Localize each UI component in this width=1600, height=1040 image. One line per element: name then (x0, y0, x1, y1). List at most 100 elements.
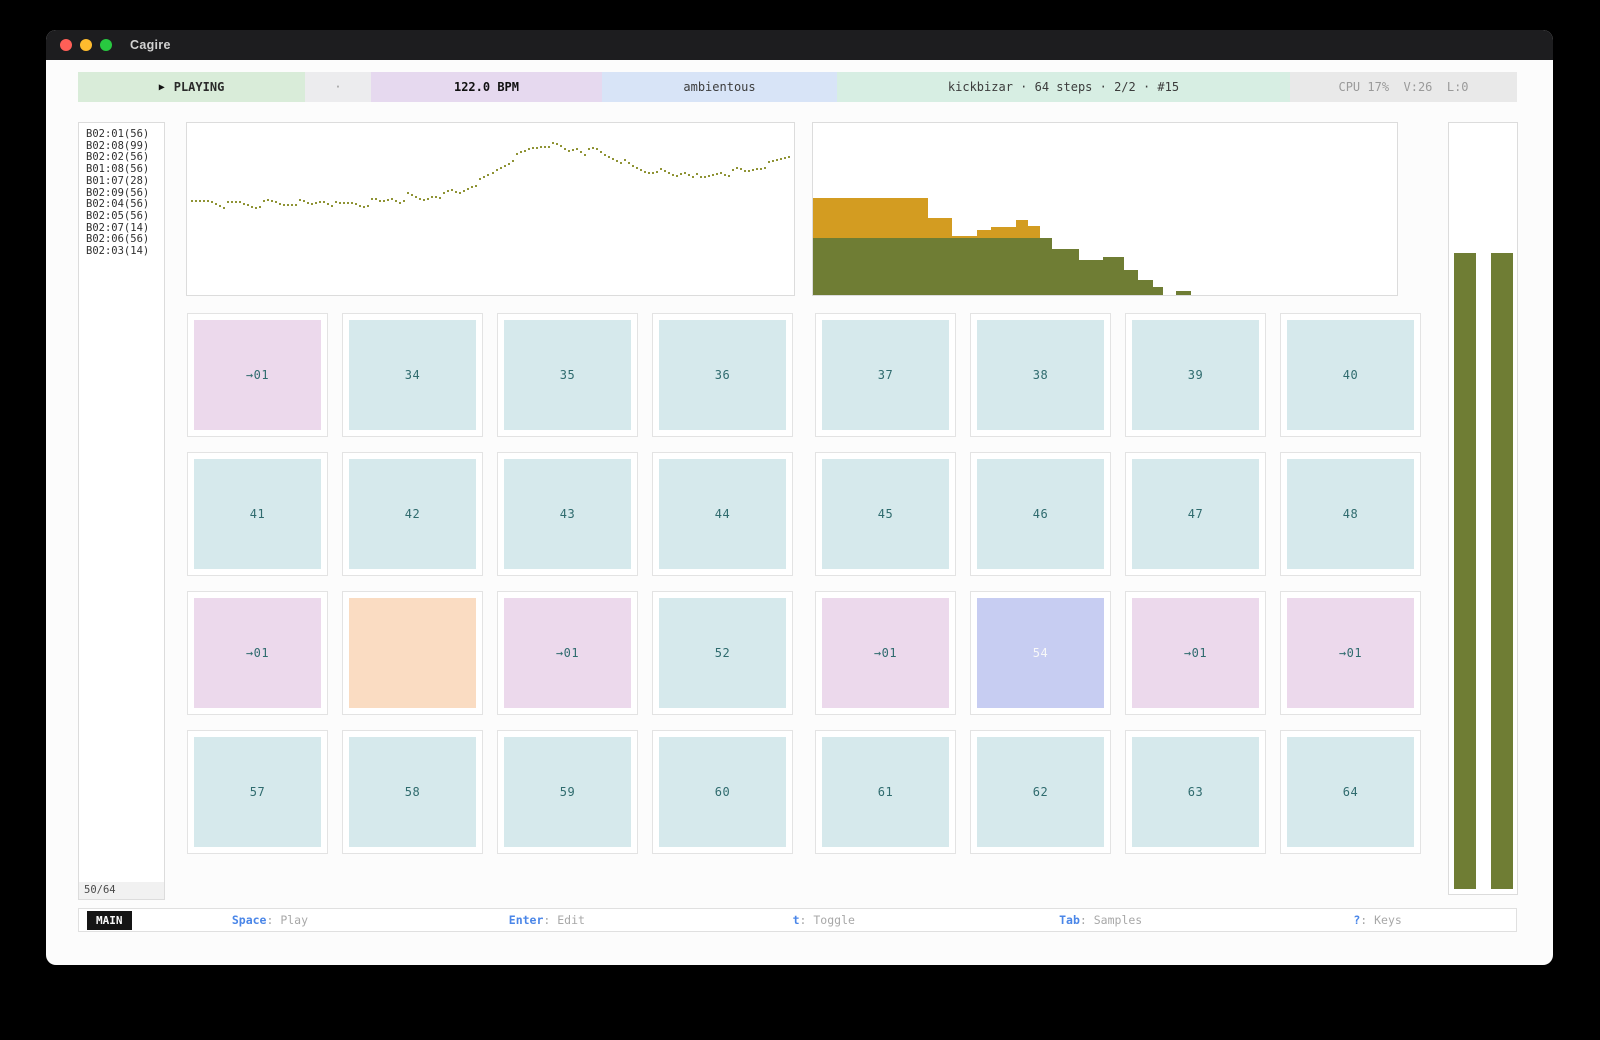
waveform-dot (383, 200, 386, 203)
pad-cell[interactable]: →01 (815, 591, 956, 715)
histogram-bar-base (928, 238, 952, 295)
waveform-dot (479, 177, 482, 180)
shortcut-key: ? (1353, 913, 1361, 927)
sample-list-item[interactable]: B02:09(56) (86, 186, 150, 199)
app-window: Cagire ▶ PLAYING · 122.0 BPM ambientous … (46, 30, 1553, 965)
waveform-dot (627, 161, 630, 164)
pad-cell-label: 48 (1287, 459, 1414, 569)
sample-list-item[interactable]: B02:07(14) (86, 221, 150, 234)
waveform-dot (359, 204, 362, 207)
waveform-dot (655, 171, 658, 174)
pad-cell-label: 43 (504, 459, 631, 569)
pad-cell[interactable]: 46 (970, 452, 1111, 576)
shortcut-key: Tab (1059, 913, 1080, 927)
waveform-dot (643, 170, 646, 173)
sample-list-item[interactable]: B02:06(56) (86, 233, 150, 246)
pad-cell[interactable]: 59 (497, 730, 638, 854)
waveform-dot (335, 200, 338, 203)
pad-cell[interactable]: 45 (815, 452, 956, 576)
pad-cell[interactable]: 41 (187, 452, 328, 576)
sample-list-item[interactable]: B01:07(28) (86, 174, 150, 187)
sample-list-item[interactable]: B02:04(56) (86, 198, 150, 211)
waveform-dot (463, 189, 466, 192)
waveform-dot (747, 170, 750, 173)
sample-list-item[interactable]: B02:05(56) (86, 209, 150, 222)
waveform-panel (186, 122, 795, 296)
pad-cell[interactable]: 36 (652, 313, 793, 437)
pad-cell[interactable]: →01 (187, 591, 328, 715)
zoom-button[interactable] (100, 39, 112, 51)
waveform-dot (667, 172, 670, 175)
sample-list-item[interactable]: B02:02(56) (86, 151, 150, 164)
waveform-dot (775, 159, 778, 162)
histogram-bar-base (1040, 238, 1053, 295)
waveform-dot (287, 204, 290, 207)
pad-cell-label: 47 (1132, 459, 1259, 569)
scene-selector[interactable]: ambientous (602, 72, 837, 102)
pad-cell[interactable]: 34 (342, 313, 483, 437)
pad-cell[interactable]: 38 (970, 313, 1111, 437)
waveform-dot (611, 157, 614, 160)
histogram-bars (813, 123, 1397, 295)
waveform-dot (743, 169, 746, 172)
pad-cell[interactable]: 40 (1280, 313, 1421, 437)
waveform-dot (391, 198, 394, 201)
waveform-dot (491, 171, 494, 174)
pattern-info[interactable]: kickbizar · 64 steps · 2/2 · #15 (837, 72, 1290, 102)
pad-cell[interactable]: 43 (497, 452, 638, 576)
pad-cell[interactable]: 42 (342, 452, 483, 576)
pad-cell-label: 52 (659, 598, 786, 708)
pad-cell[interactable]: 64 (1280, 730, 1421, 854)
close-button[interactable] (60, 39, 72, 51)
histogram-bar-base (1052, 249, 1079, 295)
pad-cell-label: 42 (349, 459, 476, 569)
waveform-dot (711, 173, 714, 176)
pad-cell-label: 35 (504, 320, 631, 430)
cpu-stats: CPU 17% V:26 L:0 (1290, 72, 1517, 102)
sample-list-item[interactable]: B01:08(56) (86, 163, 150, 176)
pad-cell[interactable]: →01 (497, 591, 638, 715)
pad-cell[interactable]: 58 (342, 730, 483, 854)
sample-sidebar: B02:01(56) B02:08(99) B02:02(56) B01:08(56)… (78, 122, 165, 900)
pad-cell[interactable]: 63 (1125, 730, 1266, 854)
waveform-dot (595, 147, 598, 150)
pad-cell[interactable]: 54 (970, 591, 1111, 715)
pad-cell[interactable]: 60 (652, 730, 793, 854)
pad-cell[interactable]: →01 (1280, 591, 1421, 715)
sample-list-item[interactable]: B02:01(56) (86, 128, 150, 140)
pad-cell-label: →01 (194, 598, 321, 708)
waveform-dot (551, 141, 554, 144)
shortcut-hint: Enter: Edit (408, 913, 685, 927)
waveform-dot (567, 149, 570, 152)
waveform-dot (259, 205, 262, 208)
pad-cell[interactable]: →01 (1125, 591, 1266, 715)
bpm-display[interactable]: 122.0 BPM (371, 72, 602, 102)
waveform-dot (435, 196, 438, 199)
waveform-dot (203, 200, 206, 203)
waveform-dot (403, 199, 406, 202)
minimize-button[interactable] (80, 39, 92, 51)
pad-cell[interactable]: 52 (652, 591, 793, 715)
sample-list-item[interactable]: B02:08(99) (86, 139, 150, 152)
transport-segment[interactable]: ▶ PLAYING (78, 72, 305, 102)
waveform-dot (739, 168, 742, 171)
pad-cell[interactable]: 61 (815, 730, 956, 854)
pad-cell[interactable]: 47 (1125, 452, 1266, 576)
waveform-dot (211, 201, 214, 204)
pad-cell[interactable]: 48 (1280, 452, 1421, 576)
pad-cell[interactable]: 39 (1125, 313, 1266, 437)
waveform-dot (255, 206, 258, 209)
pad-cell[interactable]: 44 (652, 452, 793, 576)
pad-cell[interactable]: 35 (497, 313, 638, 437)
pad-cell[interactable]: →01 (187, 313, 328, 437)
mode-badge: MAIN (87, 910, 132, 930)
pad-cell[interactable] (342, 591, 483, 715)
histogram-bar-base (1175, 291, 1191, 295)
pad-cell-label: 39 (1132, 320, 1259, 430)
sample-list-item[interactable]: B02:03(14) (86, 245, 150, 258)
pad-cell[interactable]: 62 (970, 730, 1111, 854)
pad-cell[interactable]: 57 (187, 730, 328, 854)
waveform-dot (275, 201, 278, 204)
waveform-dot (427, 197, 430, 200)
pad-cell[interactable]: 37 (815, 313, 956, 437)
